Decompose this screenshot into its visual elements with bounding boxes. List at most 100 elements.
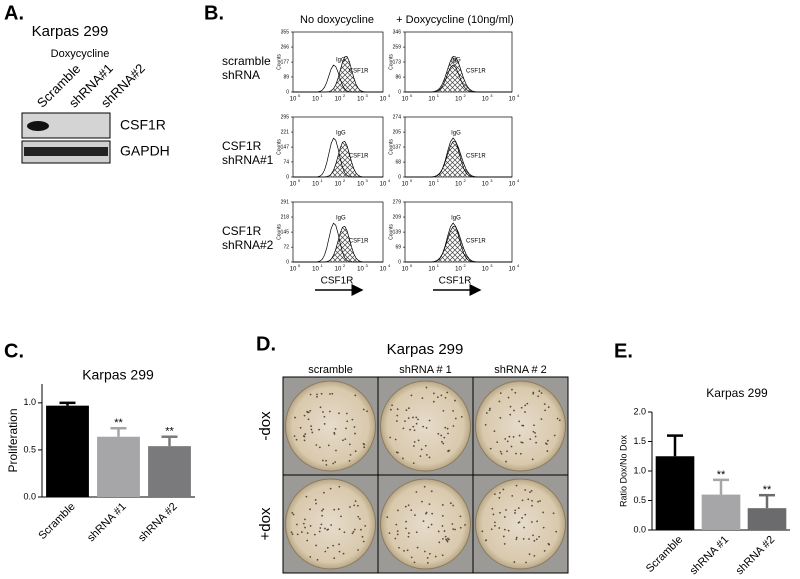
colony xyxy=(532,430,535,433)
y-tick-label: 346 xyxy=(393,29,402,35)
colony xyxy=(408,532,410,535)
axis-label: Counts xyxy=(388,224,394,240)
colony xyxy=(313,533,316,536)
colony xyxy=(427,526,430,529)
x-tick-exponent: 1 xyxy=(321,178,324,183)
colony xyxy=(304,526,306,529)
colony xyxy=(327,444,330,447)
colony xyxy=(446,427,449,430)
x-tick-exponent: 3 xyxy=(366,178,369,183)
colony xyxy=(291,511,294,514)
x-tick-exponent: 4 xyxy=(388,263,391,268)
colony xyxy=(506,440,509,443)
colony xyxy=(442,538,444,540)
colony xyxy=(513,409,515,412)
colony xyxy=(538,390,541,392)
colony xyxy=(503,516,506,518)
colony xyxy=(423,485,426,488)
y-tick-label: 173 xyxy=(393,59,402,65)
significance: ** xyxy=(717,469,726,481)
colony xyxy=(498,496,501,499)
x-tick-base: 10 xyxy=(357,97,364,103)
x-tick-exponent: 4 xyxy=(517,93,520,98)
curve-label: CSF1R xyxy=(466,69,486,75)
x-tick-exponent: 0 xyxy=(298,263,301,268)
plate xyxy=(380,380,471,472)
colony xyxy=(530,489,533,492)
colony xyxy=(409,428,412,431)
colony xyxy=(364,524,367,527)
x-tick-exponent: 0 xyxy=(410,263,413,268)
panel-letter: C. xyxy=(4,340,24,362)
colony xyxy=(421,397,424,400)
colony xyxy=(489,407,491,410)
colony xyxy=(322,508,325,511)
colony xyxy=(388,532,391,535)
colony xyxy=(366,410,368,413)
colony xyxy=(323,423,326,425)
x-tick-exponent: 1 xyxy=(437,93,440,98)
colony xyxy=(407,504,410,507)
y-tick-label: 209 xyxy=(393,214,402,220)
colony xyxy=(448,538,450,541)
colony xyxy=(452,504,455,507)
colony xyxy=(499,416,502,419)
colony xyxy=(433,392,435,395)
x-tick-base: 10 xyxy=(482,267,489,273)
colony xyxy=(512,436,515,438)
colony xyxy=(322,411,324,413)
colony xyxy=(334,461,337,464)
colony xyxy=(415,491,418,493)
colony xyxy=(326,528,329,531)
colony xyxy=(395,523,398,526)
colony xyxy=(329,487,332,490)
colony xyxy=(447,449,450,452)
colony xyxy=(332,544,335,547)
y-tick-label: 0 xyxy=(398,259,401,265)
colony xyxy=(444,426,447,429)
colony xyxy=(309,409,312,412)
curve-label: IgG xyxy=(336,216,346,222)
panel-title: Karpas 299 xyxy=(32,23,109,40)
colony xyxy=(507,396,510,399)
colony xyxy=(531,458,534,461)
y-tick-label: 139 xyxy=(393,229,402,235)
colony xyxy=(354,394,357,397)
x-tick-base: 10 xyxy=(357,182,364,188)
colony xyxy=(514,512,516,514)
colony xyxy=(517,507,520,509)
curve-label: IgG xyxy=(451,216,461,222)
column-header: + Doxycycline (10ng/ml) xyxy=(396,14,514,26)
colony xyxy=(363,443,366,446)
colony xyxy=(417,439,420,442)
colony xyxy=(460,415,463,418)
colony xyxy=(330,524,333,526)
colony xyxy=(441,440,443,443)
colony xyxy=(405,527,407,530)
colony xyxy=(447,432,449,435)
colony xyxy=(545,443,548,445)
y-tick-label: 274 xyxy=(393,114,402,120)
colony xyxy=(511,495,514,497)
y-tick-label: 2.0 xyxy=(633,406,646,416)
plate xyxy=(285,478,376,570)
band-label: GAPDH xyxy=(120,143,170,159)
colony xyxy=(488,409,491,412)
colony xyxy=(539,500,541,502)
colony xyxy=(432,400,435,403)
colony xyxy=(338,412,340,415)
x-tick-exponent: 2 xyxy=(464,263,467,268)
y-tick-label: 1.0 xyxy=(23,397,36,407)
colony xyxy=(396,533,399,536)
colony xyxy=(299,426,302,429)
colony xyxy=(524,404,527,407)
row-label: CSF1R xyxy=(222,139,262,153)
colony xyxy=(444,535,447,538)
colony xyxy=(357,515,360,518)
colony xyxy=(319,406,322,409)
colony xyxy=(304,433,307,435)
colony xyxy=(499,491,501,494)
colony xyxy=(534,431,536,434)
colony xyxy=(452,528,455,531)
colony xyxy=(532,391,535,394)
